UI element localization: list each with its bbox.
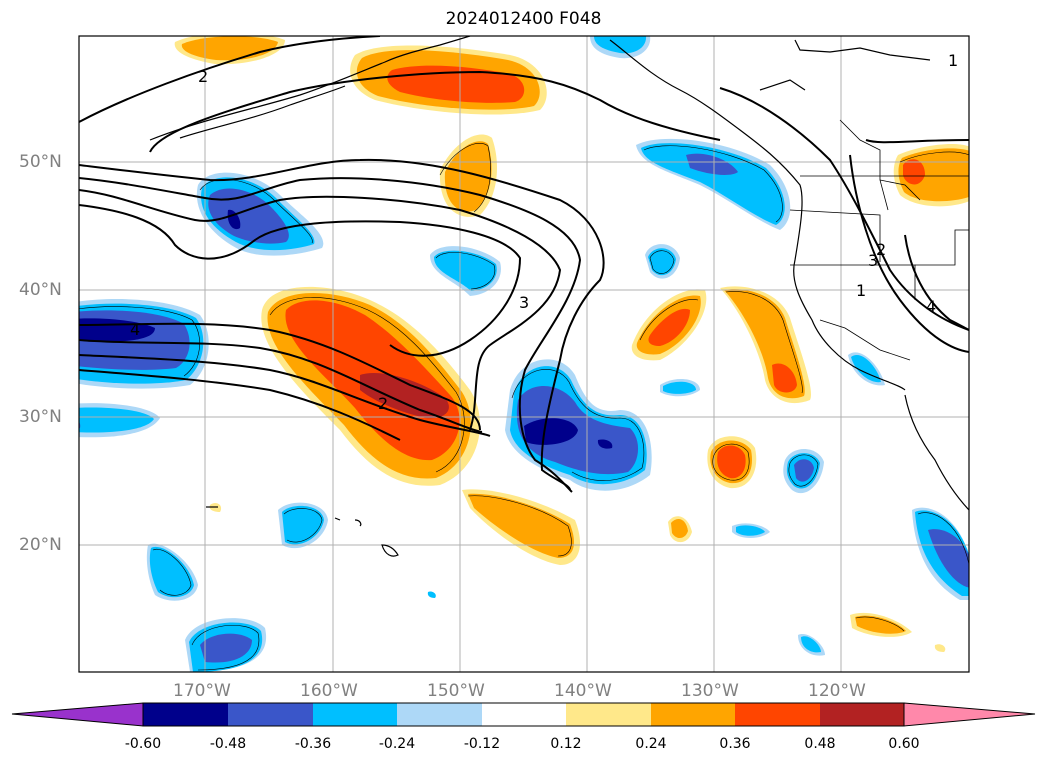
contour-label: 4 (130, 320, 140, 339)
contour-label: 2 (876, 240, 886, 259)
lon-label: 150°W (427, 681, 485, 701)
colorbar-min-extension (11, 702, 144, 727)
colorbar-tick: 0.36 (719, 736, 751, 752)
colorbar-cell (735, 703, 820, 726)
lat-label: 30°N (19, 407, 62, 427)
lon-label: 140°W (554, 681, 612, 701)
contour-label: 1 (856, 281, 866, 300)
colorbar-tick: -0.36 (294, 736, 332, 752)
lat-label: 20°N (19, 535, 62, 555)
graticule (79, 36, 969, 672)
colorbar-cell (228, 703, 313, 726)
colorbar-tick: -0.12 (463, 736, 501, 752)
contour-label: 3 (519, 293, 529, 312)
colorbar-tick: -0.48 (209, 736, 247, 752)
contour-label: 2 (198, 67, 208, 86)
colorbar-cell (566, 703, 651, 726)
colorbar-tick: -0.60 (124, 736, 162, 752)
colorbar-cell (397, 703, 482, 726)
colorbar (11, 702, 1036, 727)
lat-label: 40°N (19, 280, 62, 300)
borders (789, 119, 969, 361)
colorbar-cell (820, 703, 904, 726)
colorbar-cell (313, 703, 397, 726)
map-border (78, 35, 970, 673)
map-title: 2024012400 F048 (445, 9, 602, 29)
colorbar-tick: 0.60 (888, 736, 920, 752)
colorbar-cell (651, 703, 735, 726)
colorbar-tick: -0.24 (378, 736, 416, 752)
contours (79, 36, 969, 493)
colorbar-tick: 0.12 (550, 736, 582, 752)
shaded-anomalies (79, 36, 969, 672)
colorbar-tick: 0.48 (804, 736, 836, 752)
lon-label: 130°W (681, 681, 739, 701)
contour-label: 1 (948, 51, 958, 70)
colorbar-cell (482, 703, 566, 726)
lon-label: 170°W (173, 681, 231, 701)
colorbar-max-extension (903, 702, 1036, 727)
lon-label: 160°W (300, 681, 358, 701)
colorbar-cell (143, 703, 228, 726)
contour-label: 4 (926, 297, 936, 316)
colorbar-tick: 0.24 (635, 736, 667, 752)
lat-label: 50°N (19, 152, 62, 172)
lon-label: 120°W (808, 681, 866, 701)
contour-label: 3 (868, 251, 878, 270)
contour-label: 2 (378, 394, 388, 413)
contour-labels: 2 3 4 2 1 2 3 4 1 (130, 51, 958, 413)
